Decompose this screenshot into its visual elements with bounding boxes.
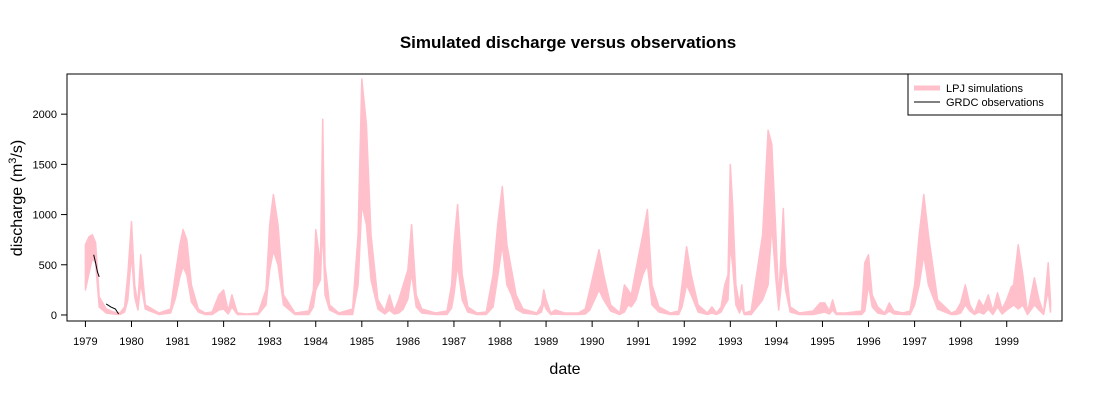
- x-tick-label: 1986: [396, 336, 420, 348]
- x-tick-label: 1997: [902, 336, 926, 348]
- x-tick-label: 1996: [856, 336, 880, 348]
- x-tick-label: 1993: [718, 336, 742, 348]
- legend-label-observations: GRDC observations: [946, 97, 1044, 109]
- x-tick-label: 1981: [165, 336, 189, 348]
- x-axis: 1979 1980 1981 1982 1983 1984 1985 1986 1987 1988…: [73, 320, 1019, 348]
- x-tick-label: 1982: [211, 336, 235, 348]
- x-tick-label: 1995: [810, 336, 834, 348]
- y-tick-label: 1000: [33, 210, 57, 222]
- x-tick-label: 1991: [626, 336, 650, 348]
- simulation-band-layer: [84, 78, 1052, 316]
- x-tick-label: 1987: [442, 336, 466, 348]
- x-tick-label: 1988: [488, 336, 512, 348]
- y-axis: 0 500 1000 1500 2000: [33, 109, 68, 322]
- x-tick-label: 1979: [73, 336, 97, 348]
- observation-line-layer: [93, 254, 120, 315]
- legend-box: [907, 73, 1063, 116]
- series-lpj-simulations-band: [84, 78, 1052, 316]
- x-tick-label: 1990: [580, 336, 604, 348]
- y-axis-label: discharge (m3/s): [7, 140, 26, 256]
- x-tick-label: 1994: [764, 336, 788, 348]
- y-tick-label: 1500: [33, 159, 57, 171]
- y-axis-label-prefix: discharge (m: [9, 164, 26, 256]
- series-grdc-observations-segment-1: [105, 303, 120, 315]
- x-tick-label: 1998: [948, 336, 972, 348]
- y-axis-label-suffix: /s): [9, 140, 26, 158]
- x-tick-label: 1985: [350, 336, 374, 348]
- y-tick-label: 2000: [33, 109, 57, 121]
- x-tick-label: 1984: [304, 336, 328, 348]
- series-grdc-observations-segment-0: [93, 254, 100, 277]
- x-tick-label: 1980: [119, 336, 143, 348]
- y-tick-label: 500: [39, 260, 57, 272]
- chart-title: Simulated discharge versus observations: [400, 33, 736, 52]
- y-tick-label: 0: [51, 310, 57, 322]
- x-tick-label: 1992: [672, 336, 696, 348]
- legend: LPJ simulations GRDC observations: [907, 73, 1063, 116]
- x-tick-label: 1989: [534, 336, 558, 348]
- x-tick-label: 1999: [994, 336, 1018, 348]
- x-tick-label: 1983: [257, 336, 281, 348]
- legend-label-simulations: LPJ simulations: [946, 83, 1024, 95]
- y-axis-label-superscript: 3: [7, 158, 19, 164]
- x-axis-label: date: [549, 361, 580, 378]
